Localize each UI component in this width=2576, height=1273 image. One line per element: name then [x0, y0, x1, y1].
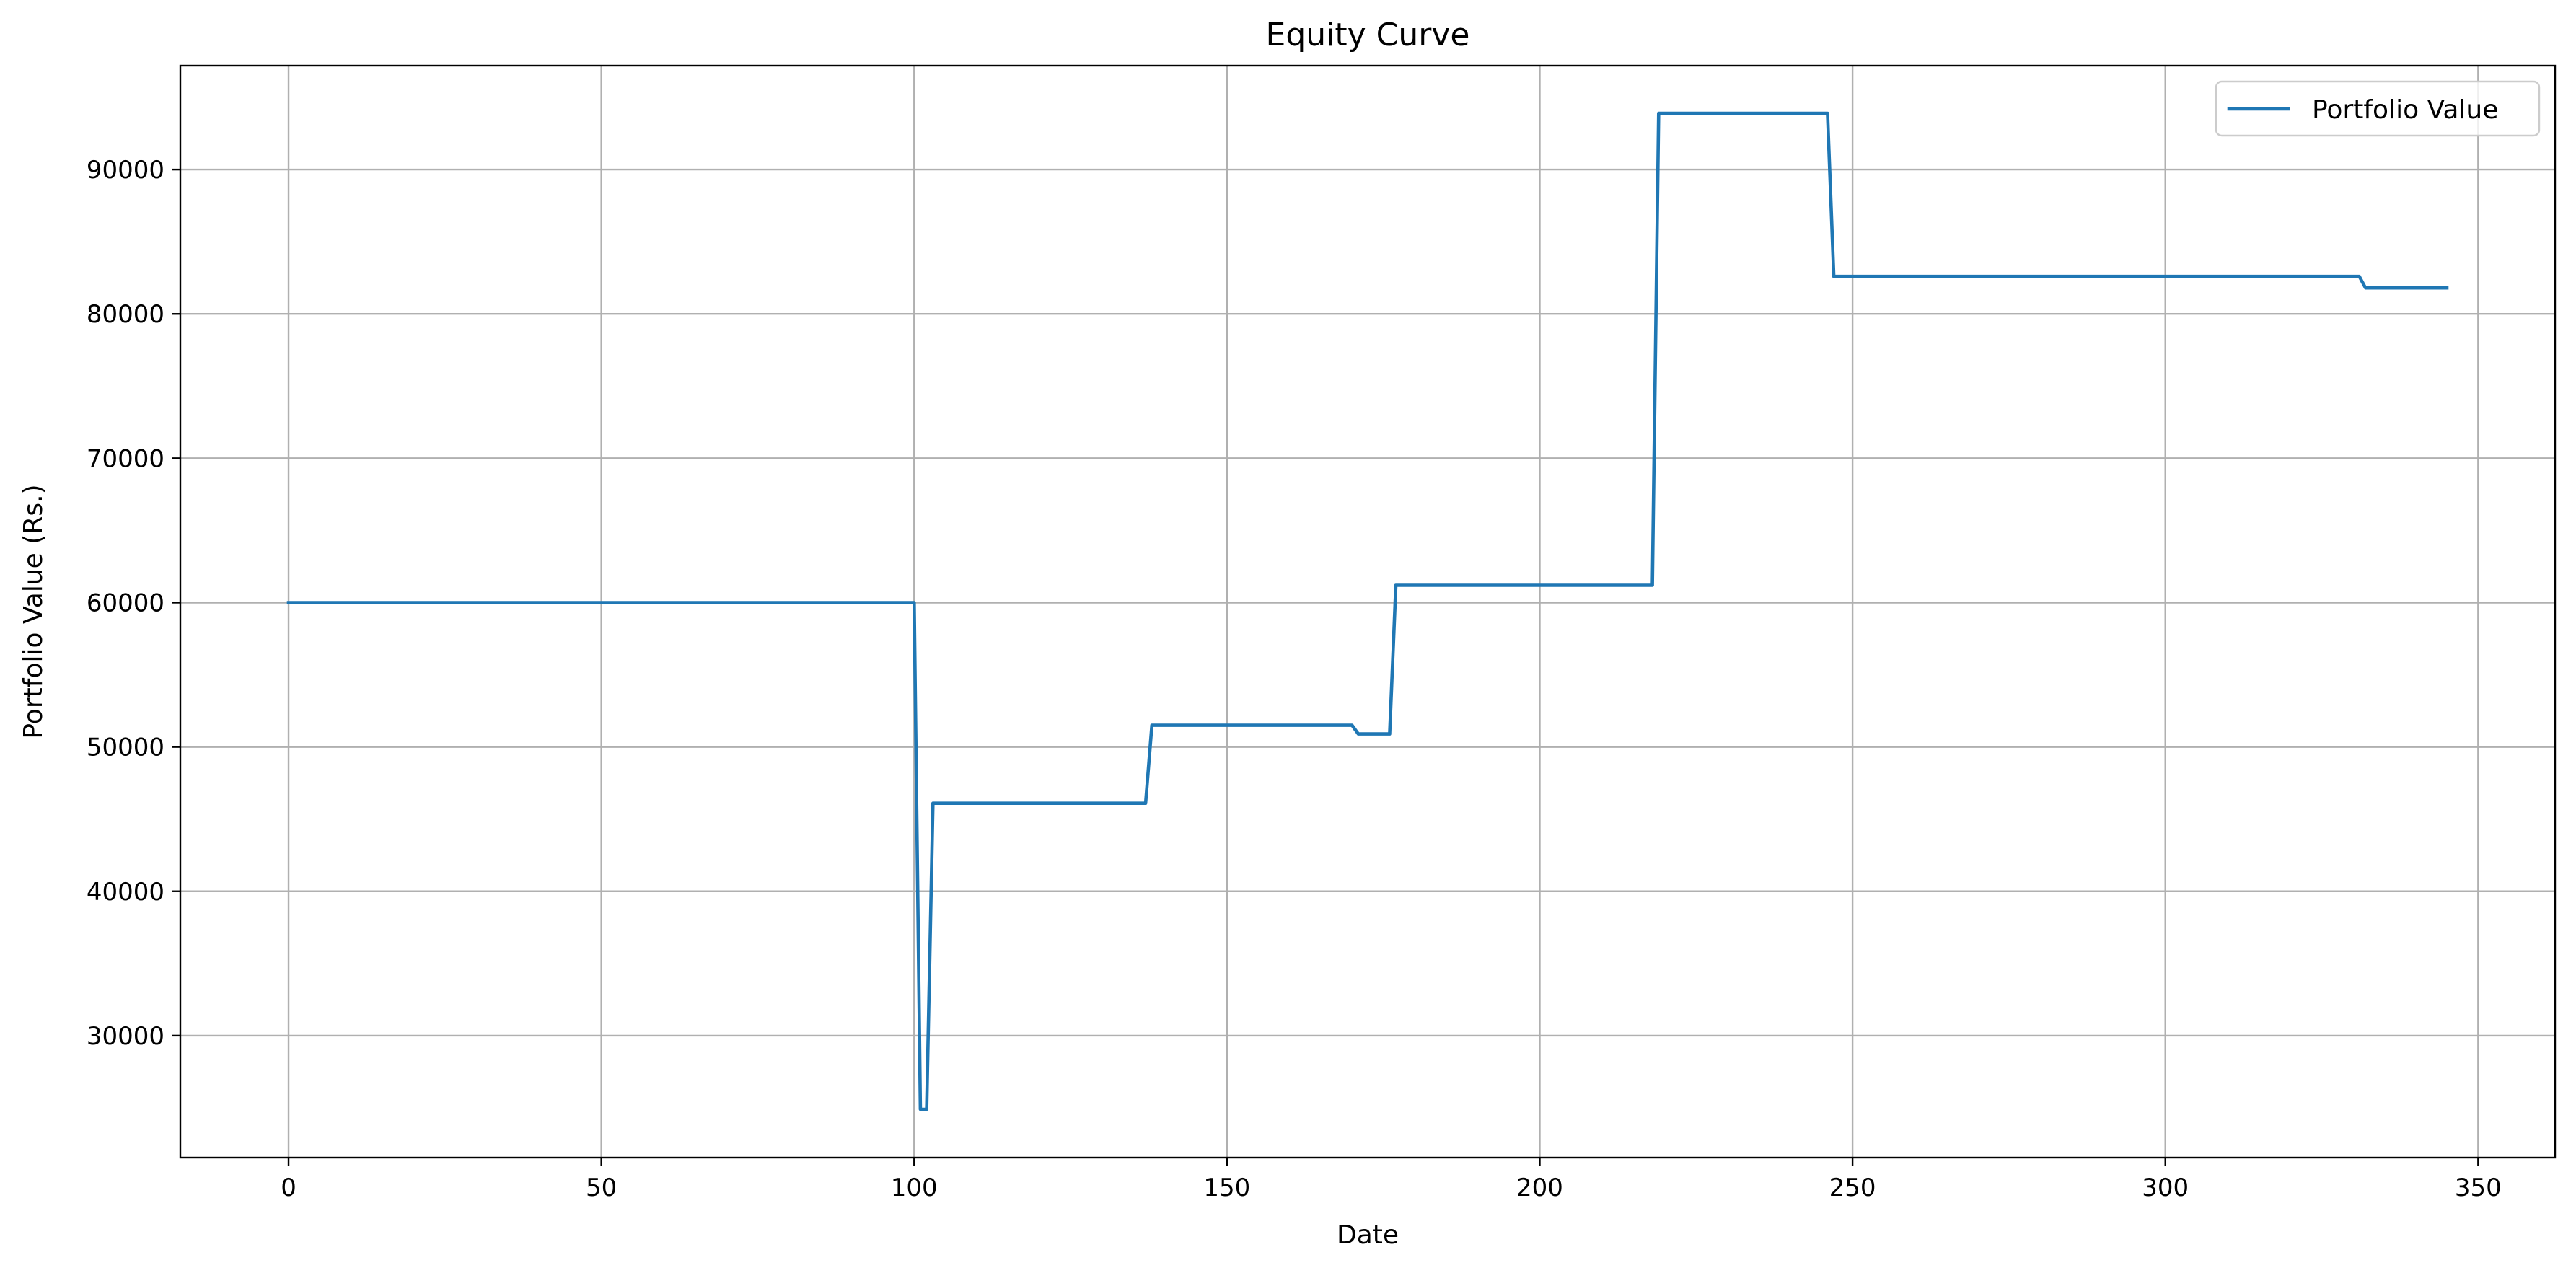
y-tick-label: 60000: [87, 589, 164, 617]
x-tick-label: 350: [2455, 1173, 2502, 1202]
series-layer: [286, 111, 2449, 1111]
y-tick-label: 90000: [87, 156, 164, 185]
series-line-portfolio-value: [286, 111, 2449, 1111]
y-tick-label: 40000: [87, 878, 164, 907]
legend: Portfolio Value: [2215, 80, 2541, 137]
y-tick-label: 50000: [87, 734, 164, 762]
x-axis-label: Date: [1337, 1220, 1399, 1250]
plot-frame: [179, 64, 2557, 1159]
y-tick-label: 70000: [87, 444, 164, 473]
x-tick-label: 200: [1516, 1173, 1563, 1202]
chart-title: Equity Curve: [1266, 17, 1470, 53]
x-tick-label: 100: [891, 1173, 938, 1202]
y-tick-label: 80000: [87, 300, 164, 329]
y-tick-label: 30000: [87, 1022, 164, 1051]
x-tick-label: 150: [1203, 1173, 1250, 1202]
ticks: 0 50 100 150 200 250 300 350 30000 40000 50000 6000…: [87, 156, 2502, 1202]
legend-label: Portfolio Value: [2312, 95, 2498, 125]
legend-box: [2215, 80, 2541, 137]
x-tick-label: 300: [2142, 1173, 2189, 1202]
x-tick-label: 0: [281, 1173, 296, 1202]
y-axis-label: Portfolio Value (Rs.): [19, 484, 48, 739]
x-tick-label: 50: [586, 1173, 617, 1202]
x-tick-label: 250: [1829, 1173, 1876, 1202]
